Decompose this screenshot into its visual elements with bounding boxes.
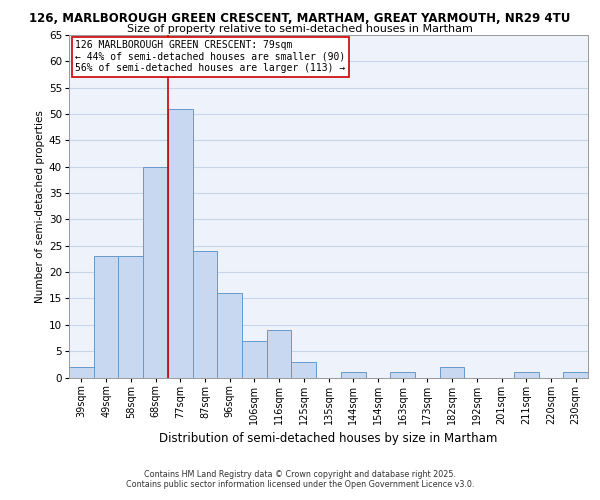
Bar [341, 372, 365, 378]
Text: 126 MARLBOROUGH GREEN CRESCENT: 79sqm
← 44% of semi-detached houses are smaller : 126 MARLBOROUGH GREEN CRESCENT: 79sqm ← … [75, 40, 346, 74]
Bar [267, 330, 292, 378]
Text: Size of property relative to semi-detached houses in Martham: Size of property relative to semi-detach… [127, 24, 473, 34]
Bar [514, 372, 539, 378]
Y-axis label: Number of semi-detached properties: Number of semi-detached properties [35, 110, 44, 302]
Text: 126, MARLBOROUGH GREEN CRESCENT, MARTHAM, GREAT YARMOUTH, NR29 4TU: 126, MARLBOROUGH GREEN CRESCENT, MARTHAM… [29, 12, 571, 26]
Bar [168, 109, 193, 378]
Bar [143, 166, 168, 378]
Bar [94, 256, 118, 378]
Bar [69, 367, 94, 378]
X-axis label: Distribution of semi-detached houses by size in Martham: Distribution of semi-detached houses by … [160, 432, 497, 445]
Bar [440, 367, 464, 378]
Bar [118, 256, 143, 378]
Bar [193, 251, 217, 378]
Text: Contains HM Land Registry data © Crown copyright and database right 2025.
Contai: Contains HM Land Registry data © Crown c… [126, 470, 474, 489]
Bar [292, 362, 316, 378]
Bar [242, 340, 267, 378]
Bar [390, 372, 415, 378]
Bar [217, 293, 242, 378]
Bar [563, 372, 588, 378]
